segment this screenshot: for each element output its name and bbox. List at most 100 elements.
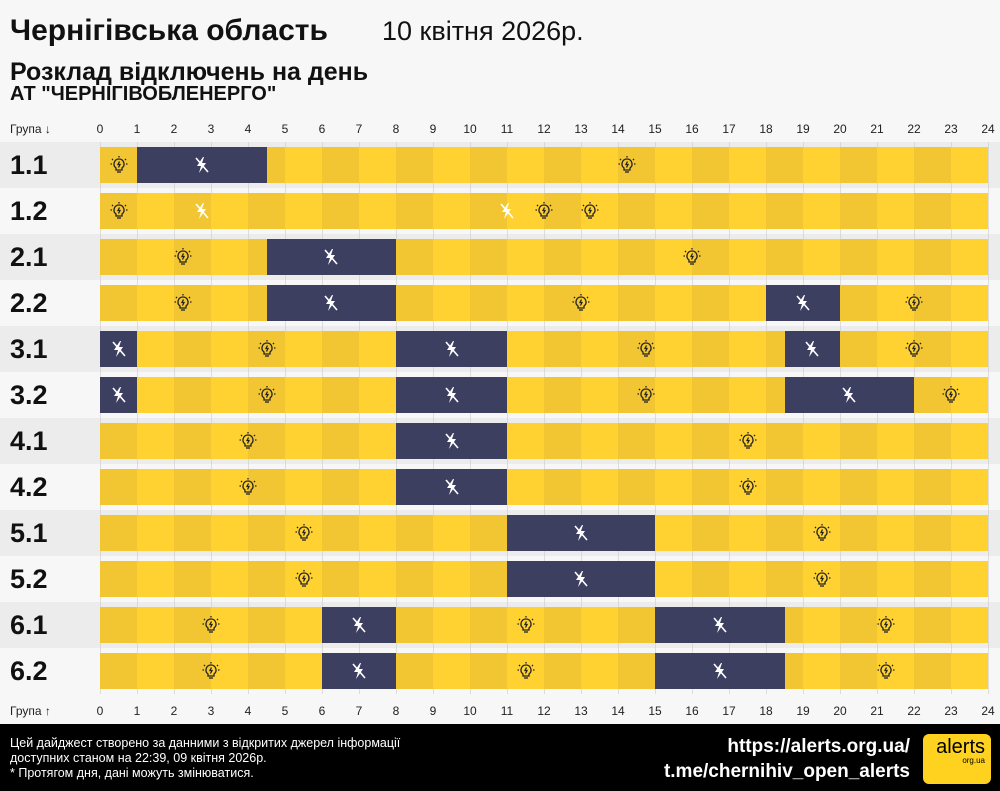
power-on-hour	[914, 193, 951, 229]
no-power-icon	[321, 247, 341, 267]
power-on-hour	[729, 239, 766, 275]
power-on-hour	[877, 423, 914, 459]
power-on-hour	[877, 193, 914, 229]
light-bulb-icon	[682, 247, 702, 267]
power-on-hour	[470, 515, 507, 551]
power-on-hour	[729, 193, 766, 229]
hour-tick: 22	[907, 122, 921, 136]
power-on-hour	[803, 653, 840, 689]
power-on-hour	[951, 285, 988, 321]
light-bulb-icon	[201, 615, 221, 635]
light-bulb-icon	[636, 385, 656, 405]
grid-line	[988, 510, 989, 556]
power-on-hour	[914, 515, 951, 551]
power-on-hour	[729, 331, 766, 367]
power-on-hour	[692, 239, 729, 275]
no-power-icon	[442, 431, 462, 451]
power-on-hour	[914, 239, 951, 275]
no-power-icon	[109, 339, 129, 359]
power-on-hour	[470, 561, 507, 597]
power-on-hour	[840, 285, 877, 321]
power-on-hour	[618, 607, 655, 643]
footer: Цей дайджест створено за данними з відкр…	[0, 724, 1000, 791]
hour-tick: 5	[281, 704, 289, 718]
power-on-hour	[137, 331, 174, 367]
grid-line	[988, 142, 989, 188]
power-on-hour	[433, 515, 470, 551]
schedule-date: 10 квітня 2026р.	[382, 16, 584, 46]
power-on-hour	[248, 653, 285, 689]
hour-tick: 9	[429, 704, 437, 718]
power-on-hour	[692, 561, 729, 597]
hour-tick: 15	[648, 122, 662, 136]
power-on-hour	[544, 653, 581, 689]
power-on-hour	[951, 469, 988, 505]
hour-tick: 4	[244, 704, 252, 718]
hour-tick: 1	[133, 122, 141, 136]
grid-line	[988, 188, 989, 234]
power-on-hour	[729, 515, 766, 551]
power-on-hour	[100, 515, 137, 551]
no-power-icon	[793, 293, 813, 313]
power-on-hour	[100, 561, 137, 597]
light-bulb-icon	[941, 385, 961, 405]
power-on-hour	[544, 193, 581, 229]
power-on-hour	[840, 515, 877, 551]
power-on-hour	[137, 423, 174, 459]
power-on-hour	[396, 515, 433, 551]
power-on-hour	[729, 377, 766, 413]
no-power-icon	[710, 661, 730, 681]
hour-tick: 16	[685, 122, 699, 136]
power-on-hour	[322, 331, 359, 367]
group-row: 4.2	[0, 464, 1000, 510]
logo-text: alerts	[936, 736, 985, 758]
hour-tick: 24	[981, 704, 995, 718]
grid-line	[988, 648, 989, 694]
power-on-hour	[507, 147, 544, 183]
power-on-hour	[581, 607, 618, 643]
light-bulb-icon	[571, 293, 591, 313]
power-on-hour	[951, 607, 988, 643]
light-bulb-icon	[201, 661, 221, 681]
grid-line	[988, 234, 989, 280]
outage-schedule-chart: 1.1 1.2 2.1 2.2 3.1 3.2 4.1 4.2 5.1 5.2 6.1 6.2	[0, 142, 1000, 694]
hour-tick: 4	[244, 122, 252, 136]
hour-tick: 24	[981, 122, 995, 136]
hour-tick: 20	[833, 122, 847, 136]
power-on-hour	[655, 377, 692, 413]
power-on-hour	[359, 561, 396, 597]
no-power-icon	[349, 661, 369, 681]
group-name: 4.1	[10, 426, 48, 456]
power-on-hour	[285, 331, 322, 367]
power-on-hour	[137, 561, 174, 597]
hour-tick: 13	[574, 122, 588, 136]
group-name: 6.1	[10, 610, 48, 640]
power-on-hour	[433, 653, 470, 689]
power-on-hour	[655, 561, 692, 597]
hour-tick: 18	[759, 122, 773, 136]
power-on-hour	[322, 147, 359, 183]
power-on-hour	[211, 607, 248, 643]
hour-tick: 19	[796, 122, 810, 136]
light-bulb-icon	[876, 661, 896, 681]
power-on-hour	[729, 561, 766, 597]
power-on-hour	[285, 653, 322, 689]
power-on-hour	[285, 607, 322, 643]
power-on-hour	[692, 285, 729, 321]
site-link[interactable]: https://alerts.org.ua/	[727, 736, 910, 757]
power-on-hour	[581, 423, 618, 459]
power-on-hour	[433, 285, 470, 321]
company-name: АТ "ЧЕРНІГІВОБЛЕНЕРГО"	[10, 83, 277, 105]
hour-tick: 10	[463, 704, 477, 718]
power-on-hour	[137, 653, 174, 689]
power-on-hour	[692, 377, 729, 413]
power-on-hour	[840, 653, 877, 689]
light-bulb-icon	[109, 155, 129, 175]
power-on-hour	[581, 285, 618, 321]
grid-line	[988, 464, 989, 510]
group-name: 4.2	[10, 472, 48, 502]
power-on-hour	[322, 469, 359, 505]
telegram-link[interactable]: t.me/chernihiv_open_alerts	[663, 761, 910, 782]
power-on-hour	[174, 607, 211, 643]
group-row: 1.1	[0, 142, 1000, 188]
